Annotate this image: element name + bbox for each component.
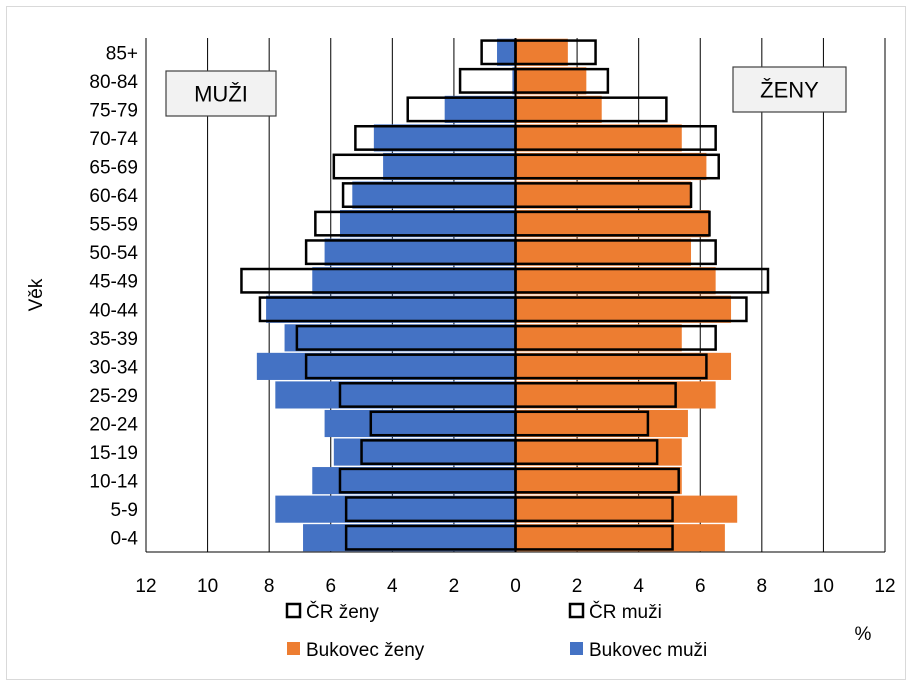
legend-label: ČR ženy: [306, 601, 379, 623]
y-axis-title: Věk: [26, 278, 47, 311]
x-tick-label: 8: [757, 576, 768, 597]
annotation-box: [732, 66, 847, 113]
y-tick-label: 55-59: [89, 215, 138, 236]
x-tick-label: 4: [633, 576, 644, 597]
y-tick-label: 60-64: [89, 186, 138, 207]
y-tick-label: 80-84: [89, 72, 138, 93]
bar-bukovec-zeny: [515, 324, 682, 352]
bar-bukovec-zeny: [515, 38, 568, 66]
x-tick-label: 10: [197, 576, 218, 597]
bar-bukovec-zeny: [515, 381, 716, 409]
x-tick-label: 0: [510, 576, 521, 597]
bar-bukovec-muzi: [352, 181, 516, 209]
annotation-label: ŽENY: [760, 78, 819, 103]
x-tick-label: 2: [449, 576, 460, 597]
x-tick-label: 2: [572, 576, 583, 597]
legend-swatch: [568, 602, 585, 619]
legend-layer: ČR ženy ČR muži Bukovec ženy Bukovec muži: [285, 601, 707, 661]
legend-label: Bukovec muži: [589, 640, 707, 661]
bar-bukovec-zeny: [515, 181, 692, 209]
bar-bukovec-zeny: [515, 152, 707, 181]
y-tick-label: 75-79: [89, 100, 138, 121]
bar-bukovec-muzi: [324, 238, 516, 266]
bar-bukovec-muzi: [312, 267, 516, 295]
bar-bukovec-muzi: [284, 324, 516, 352]
annotation-box: [165, 70, 277, 117]
x-tick-label: 6: [325, 576, 336, 597]
bar-bukovec-zeny: [515, 267, 716, 295]
annotation-label: MUŽI: [194, 82, 248, 107]
x-tick-label: 6: [695, 576, 706, 597]
y-tick-label: 20-24: [89, 415, 138, 436]
y-tick-label: 35-39: [89, 329, 138, 350]
y-tick-label: 10-14: [89, 472, 138, 493]
y-tick-label: 45-49: [89, 272, 138, 293]
y-tick-label: 70-74: [89, 129, 138, 150]
bar-bukovec-muzi: [339, 210, 516, 238]
bar-bukovec-zeny: [515, 210, 710, 238]
y-tick-label: 85+: [106, 43, 138, 64]
bar-bukovec-muzi: [512, 67, 516, 95]
grid-layer: [145, 38, 886, 552]
legend-swatch: [285, 602, 302, 619]
bar-bukovec-muzi: [312, 467, 516, 495]
bar-bukovec-zeny: [515, 67, 587, 95]
x-axis-unit: %: [855, 624, 872, 645]
x-tick-label: 10: [813, 576, 834, 597]
bar-bukovec-muzi: [303, 524, 516, 552]
axis-layer: 12 10 8 6 4 2 0 2 4 6 8 10 12 0-4 5-9 10-14 15-19 20-24 25…: [26, 38, 896, 645]
bar-bukovec-muzi: [256, 352, 516, 380]
bar-bukovec-muzi: [497, 38, 516, 66]
y-tick-label: 15-19: [89, 443, 138, 464]
bar-bukovec-muzi: [333, 438, 516, 466]
x-tick-label: 12: [874, 576, 895, 597]
bar-bukovec-zeny: [515, 295, 732, 323]
bar-bukovec-zeny: [515, 352, 732, 380]
bar-bukovec-zeny: [515, 124, 682, 152]
bar-bukovec-muzi: [383, 152, 516, 181]
bar-bukovec-muzi: [373, 124, 516, 152]
x-tick-label: 8: [264, 576, 275, 597]
bar-bukovec-zeny: [515, 409, 688, 438]
bar-bukovec-muzi: [444, 95, 516, 123]
legend-label: Bukovec ženy: [306, 640, 425, 661]
y-tick-label: 50-54: [89, 243, 138, 264]
legend-label: ČR muži: [589, 601, 662, 623]
bar-bukovec-muzi: [275, 495, 516, 523]
bar-bukovec-zeny: [515, 495, 738, 523]
y-tick-label: 30-34: [89, 357, 138, 378]
annotation-layer: MUŽI ŽENY: [165, 66, 847, 117]
legend-swatch: [287, 642, 300, 655]
bar-bukovec-zeny: [515, 467, 682, 495]
bar-bukovec-zeny: [515, 524, 725, 552]
legend-swatch: [570, 642, 583, 655]
bar-bukovec-zeny: [515, 238, 692, 266]
y-tick-label: 0-4: [111, 529, 139, 550]
bar-bukovec-muzi: [275, 381, 516, 409]
x-tick-label: 12: [135, 576, 156, 597]
y-tick-label: 5-9: [111, 500, 138, 521]
x-tick-label: 4: [387, 576, 398, 597]
bar-bukovec-zeny: [515, 95, 602, 123]
bar-bukovec-zeny: [515, 438, 682, 466]
y-tick-label: 40-44: [89, 300, 138, 321]
y-tick-label: 25-29: [89, 386, 138, 407]
y-tick-label: 65-69: [89, 158, 138, 179]
bar-bukovec-muzi: [266, 295, 516, 323]
bar-bukovec-muzi: [324, 409, 516, 438]
